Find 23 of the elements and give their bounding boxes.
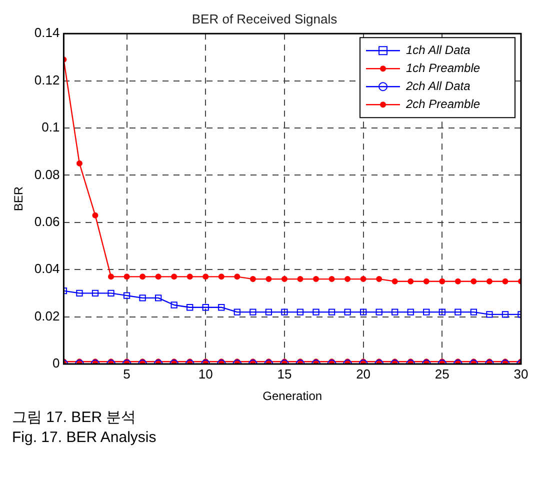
x-tick-label: 10: [198, 366, 213, 382]
legend-label: 2ch Preamble: [405, 96, 480, 111]
legend-label: 1ch Preamble: [406, 60, 480, 75]
y-tick-label: 0.12: [34, 72, 60, 88]
caption: 그림 17. BER 분석: [12, 408, 138, 428]
x-tick-label: 25: [434, 366, 450, 382]
y-tick-label: 0.02: [34, 308, 60, 324]
y-tick-label: 0.1: [42, 120, 60, 135]
y-tick-label: 0.08: [34, 166, 60, 182]
x-tick-label: 5: [123, 366, 130, 382]
x-tick-label: 30: [514, 366, 528, 382]
caption: Fig. 17. BER Analysis: [12, 428, 158, 448]
y-tick-label: 0.04: [34, 261, 60, 276]
x-tick-label: 15: [277, 366, 292, 382]
y-axis-title: BER: [12, 186, 26, 212]
y-tick-label: 0: [52, 356, 60, 371]
y-tick-label: 0.14: [34, 25, 60, 40]
y-tick-label: 0.06: [34, 214, 60, 229]
chart-title: BER of Received Signals: [192, 11, 338, 26]
legend-label: 2ch All Data: [405, 78, 471, 93]
x-tick-label: 20: [356, 366, 371, 382]
legend-label: 1ch All Data: [406, 42, 471, 57]
x-axis-title: Generation: [262, 389, 322, 404]
